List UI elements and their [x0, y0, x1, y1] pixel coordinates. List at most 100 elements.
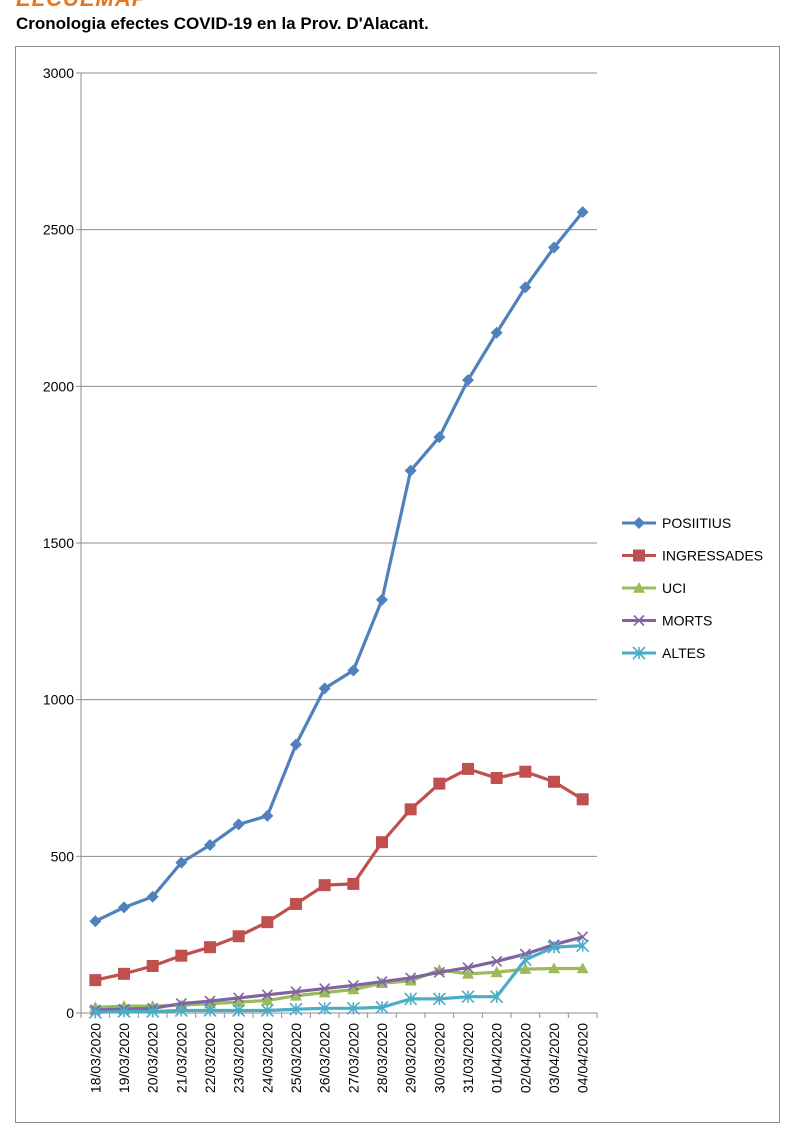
- data-point-altes: [146, 1004, 160, 1018]
- legend-label-ingressades: INGRESSADES: [662, 548, 763, 564]
- data-point-ingressades: [376, 836, 388, 849]
- x-tick-label: 20/03/2020: [145, 1023, 161, 1093]
- data-point-ingressades: [290, 897, 302, 910]
- data-point-ingressades: [89, 974, 102, 987]
- y-tick-label: 500: [51, 848, 75, 864]
- series-line-ingressades: [94, 767, 584, 982]
- data-point-uci: [462, 967, 474, 979]
- data-point-morts: [376, 976, 388, 988]
- data-point-altes: [461, 990, 475, 1004]
- data-point-altes: [576, 939, 590, 953]
- y-tick-label: 1500: [43, 535, 74, 551]
- x-tick-label: 19/03/2020: [116, 1023, 132, 1093]
- data-point-posiitius: [290, 738, 302, 751]
- data-point-morts: [491, 955, 503, 967]
- data-point-posiitius: [433, 431, 446, 444]
- series-line-posiitius: [94, 211, 584, 923]
- data-point-posiitius: [576, 206, 589, 219]
- data-point-morts: [204, 995, 216, 1007]
- data-point-morts: [261, 989, 273, 1001]
- x-tick-label: 30/03/2020: [431, 1023, 447, 1093]
- series-line-morts: [95, 935, 584, 1012]
- data-point-posiitius: [118, 901, 130, 914]
- y-tick-label: 1000: [43, 692, 74, 708]
- x-tick-label: 25/03/2020: [288, 1023, 304, 1093]
- legend-marker-ingressades: [633, 549, 645, 562]
- data-point-morts: [577, 931, 589, 943]
- y-tick-label: 2500: [43, 222, 74, 238]
- data-point-posiitius: [232, 818, 245, 831]
- data-point-posiitius: [404, 464, 417, 477]
- data-point-altes: [289, 1002, 303, 1016]
- data-point-posiitius: [462, 374, 474, 387]
- legend-marker-altes: [632, 646, 646, 660]
- x-tick-label: 24/03/2020: [259, 1023, 275, 1093]
- data-point-ingressades: [118, 967, 130, 980]
- x-tick-label: 23/03/2020: [231, 1023, 247, 1093]
- data-point-posiitius: [261, 809, 274, 822]
- data-point-posiitius: [146, 890, 159, 903]
- data-point-morts: [290, 986, 302, 998]
- x-tick-label: 27/03/2020: [345, 1023, 361, 1093]
- data-point-ingressades: [175, 949, 188, 962]
- data-point-altes: [174, 1003, 188, 1018]
- legend-label-posiitius: POSIITIUS: [662, 515, 731, 531]
- data-point-uci: [232, 996, 245, 1007]
- data-point-ingressades: [490, 772, 503, 784]
- data-point-altes: [88, 1005, 102, 1019]
- data-point-altes: [346, 1001, 360, 1015]
- data-point-ingressades: [404, 803, 417, 816]
- data-point-ingressades: [548, 775, 560, 788]
- data-point-ingressades: [318, 879, 331, 892]
- legend-label-uci: UCI: [662, 580, 686, 596]
- data-point-ingressades: [433, 777, 446, 790]
- data-point-uci: [490, 966, 503, 978]
- brand-logo-text: ELCUEMAP: [16, 0, 147, 12]
- data-point-altes: [203, 1003, 217, 1018]
- data-point-altes: [232, 1003, 246, 1018]
- data-point-posiitius: [548, 241, 560, 254]
- series-line-altes: [95, 944, 583, 1014]
- y-tick-label: 0: [66, 1005, 74, 1021]
- data-point-ingressades: [462, 762, 474, 775]
- x-tick-label: 02/04/2020: [517, 1023, 533, 1093]
- data-point-morts: [347, 979, 359, 991]
- data-point-uci: [576, 962, 589, 974]
- y-tick-label: 3000: [43, 65, 74, 81]
- chart-frame: 0 500 1000 1500 2000 2500 3000 18/03/2020 19/03/…: [15, 46, 780, 1123]
- data-point-uci: [347, 983, 360, 995]
- data-point-morts: [233, 992, 245, 1004]
- x-tick-label: 18/03/2020: [87, 1023, 103, 1093]
- data-point-altes: [318, 1001, 332, 1015]
- data-point-uci: [261, 994, 274, 1006]
- data-point-posiitius: [175, 856, 188, 869]
- legend-label-morts: MORTS: [662, 613, 712, 629]
- data-point-altes: [117, 1004, 131, 1018]
- data-point-uci: [548, 962, 560, 974]
- legend-marker-posiitius: [633, 517, 645, 529]
- x-tick-label: 21/03/2020: [173, 1023, 189, 1093]
- legend-marker-morts: [633, 614, 645, 627]
- legend-marker-uci: [633, 582, 645, 593]
- data-point-altes: [547, 940, 561, 954]
- x-tick-label: 03/04/2020: [546, 1023, 562, 1093]
- data-point-altes: [518, 953, 532, 967]
- data-point-uci: [519, 963, 532, 974]
- chart-title: Cronologia efectes COVID-19 en la Prov. …: [16, 14, 429, 33]
- data-point-ingressades: [261, 916, 274, 929]
- data-point-posiitius: [490, 326, 503, 339]
- data-point-uci: [404, 974, 417, 986]
- data-point-uci: [290, 989, 302, 1001]
- data-point-uci: [318, 986, 331, 998]
- x-tick-label: 26/03/2020: [317, 1023, 333, 1093]
- data-point-posiitius: [89, 915, 102, 928]
- data-point-morts: [433, 966, 445, 978]
- data-point-ingressades: [347, 877, 360, 890]
- data-point-ingressades: [232, 930, 245, 943]
- data-point-posiitius: [204, 839, 216, 852]
- data-point-ingressades: [519, 765, 532, 778]
- data-point-posiitius: [519, 281, 532, 294]
- data-point-altes: [404, 992, 418, 1006]
- data-point-posiitius: [376, 593, 388, 606]
- x-tick-label: 31/03/2020: [460, 1023, 476, 1093]
